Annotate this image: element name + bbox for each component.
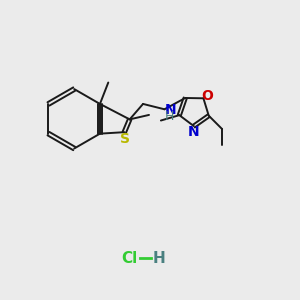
Text: O: O xyxy=(201,89,213,103)
Text: N: N xyxy=(165,103,177,117)
Text: S: S xyxy=(120,132,130,146)
Text: Cl: Cl xyxy=(121,251,137,266)
Text: N: N xyxy=(188,125,200,139)
Text: H: H xyxy=(165,110,174,123)
Text: H: H xyxy=(152,251,165,266)
